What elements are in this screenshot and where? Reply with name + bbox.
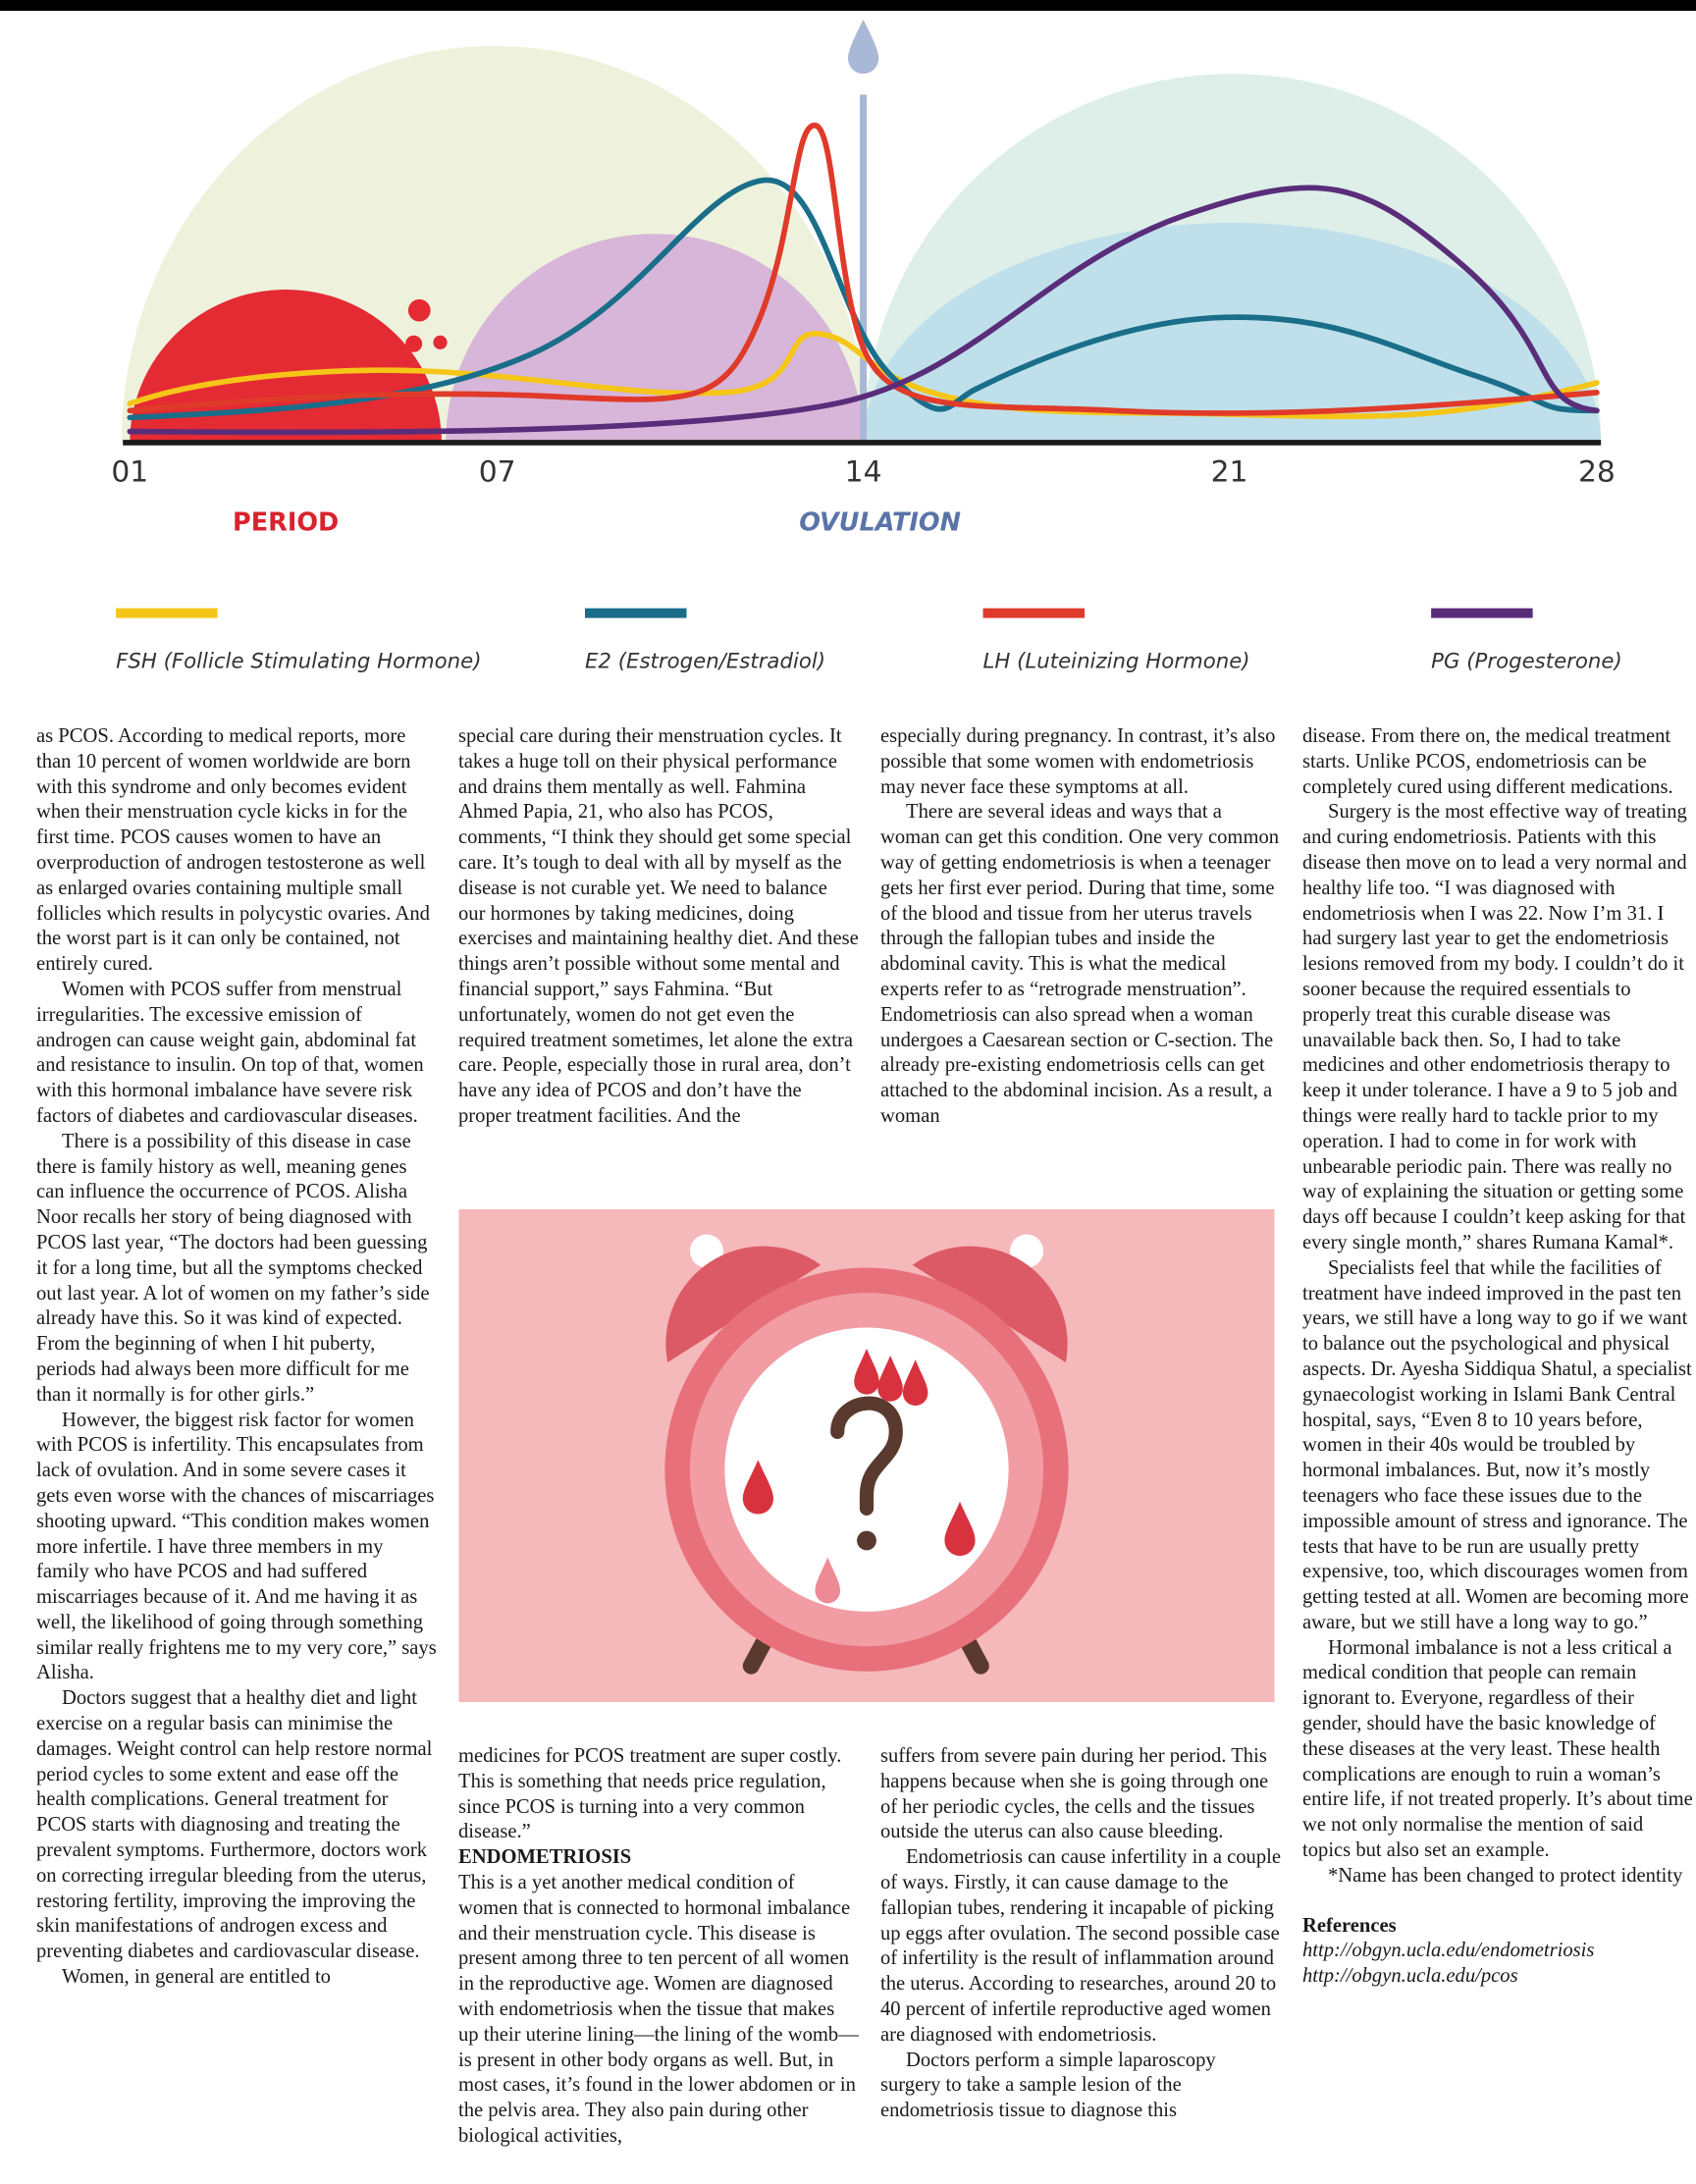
paragraph: There is a possibility of this disease i… bbox=[36, 1130, 430, 1406]
drop bbox=[433, 335, 448, 349]
fsh-curve bbox=[127, 330, 1600, 420]
paragraph: Women, in general are entitled to bbox=[62, 1966, 331, 1989]
pg-curve bbox=[127, 185, 1600, 436]
blood-drop bbox=[742, 1460, 773, 1515]
bell bbox=[665, 1246, 822, 1362]
blood-drop bbox=[815, 1557, 841, 1604]
blood-drop bbox=[902, 1359, 928, 1406]
top-bar bbox=[0, 0, 1696, 11]
paragraph: Surgery is the most effective way of tre… bbox=[1302, 801, 1687, 1253]
legend-label: PG (Progesterone) bbox=[1431, 650, 1622, 674]
text-block: as PCOS. According to medical reports, m… bbox=[36, 724, 437, 1991]
period-label: PERIOD bbox=[233, 507, 339, 537]
legend-label: LH (Luteinizing Hormone) bbox=[983, 650, 1250, 674]
text-block: medicines for PCOS treatment are super c… bbox=[458, 1744, 859, 1845]
text-block: suffers from severe pain during her peri… bbox=[880, 1744, 1281, 2124]
bell bbox=[912, 1246, 1068, 1362]
day-label: 07 bbox=[479, 455, 516, 490]
paragraph: as PCOS. According to medical reports, m… bbox=[36, 725, 430, 976]
hormone-chart: 01 07 14 21 28 PERIOD OVULATION FSH (Fol… bbox=[0, 19, 1696, 696]
egg-drop bbox=[848, 19, 879, 75]
paragraph: Specialists feel that while the faciliti… bbox=[1302, 1256, 1692, 1633]
text-block: special care during their menstruation c… bbox=[458, 724, 859, 1130]
clock-illustration bbox=[458, 1209, 1275, 1702]
paragraph: special care during their menstruation c… bbox=[458, 725, 859, 1127]
legend-swatch bbox=[116, 608, 218, 618]
paragraph: Hormonal imbalance is not a less critica… bbox=[1302, 1636, 1693, 1862]
paragraph: medicines for PCOS treatment are super c… bbox=[458, 1745, 842, 1843]
text-block: especially during pregnancy. In contrast… bbox=[880, 724, 1281, 1130]
legend-label: E2 (Estrogen/Estradiol) bbox=[585, 650, 825, 674]
legend-swatch bbox=[982, 608, 1086, 618]
paragraph: especially during pregnancy. In contrast… bbox=[880, 725, 1276, 798]
legend-swatch bbox=[584, 608, 687, 618]
paragraph: Doctors suggest that a healthy diet and … bbox=[36, 1687, 433, 1963]
blood-drop bbox=[944, 1501, 976, 1557]
paragraph: Doctors perform a simple laparoscopy sur… bbox=[880, 2049, 1216, 2122]
references-title: References bbox=[1302, 1914, 1397, 1937]
paragraph: Women with PCOS suffer from menstrual ir… bbox=[36, 978, 424, 1127]
references: http://obgyn.ucla.edu/endometriosis http:… bbox=[1302, 1939, 1695, 1990]
day-label: 28 bbox=[1578, 455, 1616, 490]
legend-label: FSH (Follicle Stimulating Hormone) bbox=[116, 650, 481, 674]
reference-link[interactable]: http://obgyn.ucla.edu/pcos bbox=[1302, 1965, 1518, 1988]
lh-curve bbox=[127, 122, 1600, 416]
column: medicines for PCOS treatment are super c… bbox=[458, 1744, 859, 2184]
legend-swatch bbox=[1431, 608, 1533, 618]
ovulation-label: OVULATION bbox=[799, 507, 961, 537]
column: special care during their menstruation c… bbox=[458, 724, 859, 1172]
text-block: This is a yet another medical condition … bbox=[458, 1871, 859, 2150]
drop bbox=[407, 298, 431, 322]
reference-link[interactable]: http://obgyn.ucla.edu/endometriosis bbox=[1302, 1940, 1595, 1962]
section-heading: ENDOMETRIOSIS bbox=[458, 1846, 632, 1869]
question-dot bbox=[857, 1530, 876, 1551]
paragraph: disease. From there on, the medical trea… bbox=[1302, 725, 1673, 798]
question-mark bbox=[830, 1396, 903, 1516]
mask bbox=[0, 442, 1696, 696]
day-label: 01 bbox=[111, 455, 148, 490]
text-block: disease. From there on, the medical trea… bbox=[1302, 724, 1695, 1890]
day-label: 21 bbox=[1211, 455, 1248, 490]
column: suffers from severe pain during her peri… bbox=[880, 1744, 1281, 2184]
drop bbox=[405, 335, 423, 352]
blood-drop bbox=[854, 1348, 879, 1395]
paragraph: This is a yet another medical condition … bbox=[458, 1871, 859, 2147]
column: as PCOS. According to medical reports, m… bbox=[36, 724, 437, 2184]
blood-drop bbox=[877, 1355, 903, 1402]
column: disease. From there on, the medical trea… bbox=[1302, 724, 1695, 2184]
paragraph: *Name has been changed to protect identi… bbox=[1328, 1864, 1683, 1887]
paragraph: However, the biggest risk factor for wom… bbox=[36, 1409, 437, 1684]
column: especially during pregnancy. In contrast… bbox=[880, 724, 1281, 1172]
paragraph: There are several ideas and ways that a … bbox=[880, 801, 1280, 1127]
day-label: 14 bbox=[845, 455, 882, 490]
paragraph: Endometriosis can cause infertility in a… bbox=[880, 1846, 1281, 2046]
paragraph: suffers from severe pain during her peri… bbox=[880, 1745, 1269, 1843]
